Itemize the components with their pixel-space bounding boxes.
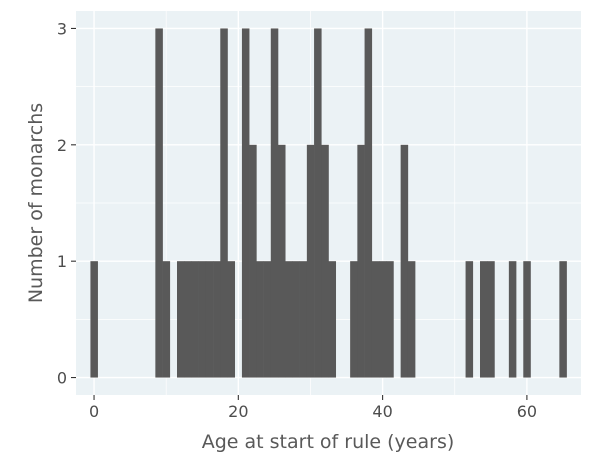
histogram-bar xyxy=(199,261,207,377)
histogram-bar xyxy=(365,28,373,377)
y-tick-label: 0 xyxy=(57,369,67,388)
histogram-bar xyxy=(372,261,380,377)
x-axis-title: Age at start of rule (years) xyxy=(202,431,455,453)
histogram-bar xyxy=(523,261,531,377)
histogram-bar xyxy=(285,261,293,377)
x-tick-label: 0 xyxy=(89,402,99,421)
histogram-bar xyxy=(357,145,365,378)
histogram-bar xyxy=(90,261,98,377)
x-tick-label: 40 xyxy=(372,402,392,421)
histogram-bar xyxy=(271,28,279,377)
histogram-bar xyxy=(509,261,517,377)
histogram-bar xyxy=(350,261,358,377)
x-tick-label: 60 xyxy=(517,402,537,421)
histogram-bar xyxy=(177,261,185,377)
y-tick-label: 2 xyxy=(57,136,67,155)
histogram-bar xyxy=(466,261,474,377)
y-tick-label: 1 xyxy=(57,252,67,271)
histogram-bar xyxy=(321,145,329,378)
histogram-bar xyxy=(155,28,163,377)
histogram-bar xyxy=(408,261,416,377)
histogram-bar xyxy=(487,261,495,377)
histogram-bar xyxy=(386,261,394,377)
histogram-bar xyxy=(184,261,192,377)
histogram-bar xyxy=(264,261,272,377)
histogram-bar xyxy=(220,28,228,377)
histogram-bar xyxy=(401,145,409,378)
histogram-bar xyxy=(329,261,337,377)
histogram-bar xyxy=(242,28,250,377)
y-axis-title: Number of monarchs xyxy=(25,103,47,303)
histogram-bar xyxy=(206,261,214,377)
histogram-bar xyxy=(278,145,286,378)
histogram-bar xyxy=(256,261,264,377)
histogram-bar xyxy=(163,261,171,377)
histogram-bar xyxy=(249,145,257,378)
histogram-bar xyxy=(559,261,567,377)
histogram-bar xyxy=(292,261,300,377)
histogram-bar xyxy=(379,261,387,377)
histogram-bar xyxy=(191,261,199,377)
histogram-bar xyxy=(300,261,308,377)
y-tick-label: 3 xyxy=(57,19,67,38)
histogram-bar xyxy=(480,261,488,377)
x-tick-label: 20 xyxy=(228,402,248,421)
histogram-bar xyxy=(213,261,221,377)
histogram-bar xyxy=(228,261,236,377)
histogram-bar xyxy=(314,28,322,377)
histogram-bar xyxy=(307,145,315,378)
